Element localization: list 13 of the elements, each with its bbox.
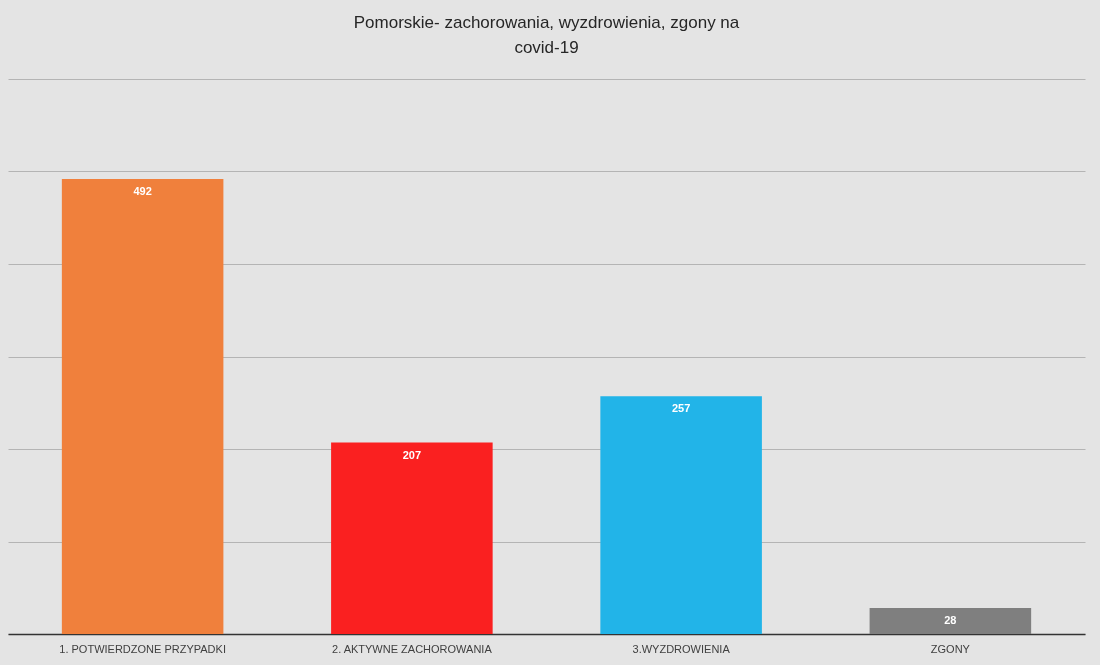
x-tick-label: 2. AKTYWNE ZACHOROWANIA (332, 642, 493, 655)
data-label: 492 (133, 184, 152, 197)
data-label: 207 (402, 448, 422, 461)
bar (331, 442, 493, 634)
data-label: 257 (671, 402, 691, 415)
bar (600, 396, 762, 634)
x-tick-label: ZGONY (930, 642, 971, 655)
data-label: 28 (944, 614, 957, 627)
bar (61, 178, 224, 634)
x-tick-label: 1. POTWIERDZONE PRZYPADKI (59, 642, 226, 655)
x-tick-label: 3.WYZDROWIENIA (632, 642, 731, 655)
bar (869, 608, 1032, 634)
chart-title: Pomorskie- zachorowania, wyzdrowienia, zgony na covid-19 (353, 13, 740, 57)
